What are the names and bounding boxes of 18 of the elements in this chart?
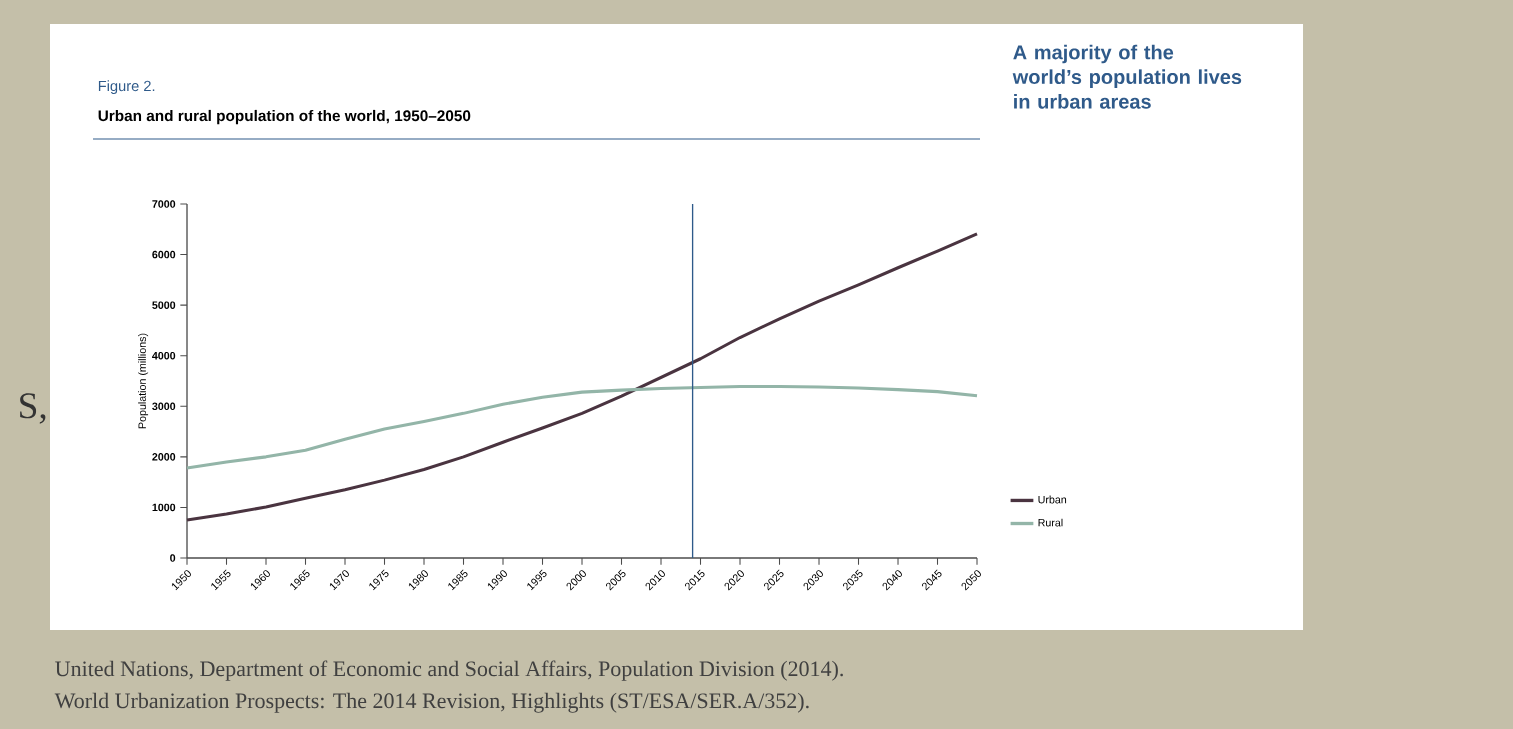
legend-label: Urban [1038,495,1067,504]
legend-label: Rural [1038,518,1063,527]
text: World Urbanization Prospects: The 2014 Revision, Highlights (ST/ESA/SER.A/352). [54,692,809,713]
y-tick-label: 1000 [152,503,176,512]
text: United Nations, Department of Economic and Social Affairs, Population Division (2014). [55,660,843,681]
chart-title: Urban and rural population of the world, 1950–2050 [98,109,471,125]
y-tick-label: 6000 [152,250,176,259]
y-axis-title: Population (millions) [138,333,149,429]
caption: Figure 2. [98,80,155,95]
text: A majority of the world’s population lives in urban areas [1012,44,1242,109]
text: S, [20,393,46,424]
y-tick-label: 2000 [152,453,176,461]
y-tick-label: 3000 [152,402,176,411]
y-tick-label: 5000 [152,301,176,309]
y-tick-label: 4000 [152,351,176,360]
line-series [185,385,979,470]
y-tick-label: 0 [170,554,176,562]
y-tick-label: 7000 [152,200,176,208]
